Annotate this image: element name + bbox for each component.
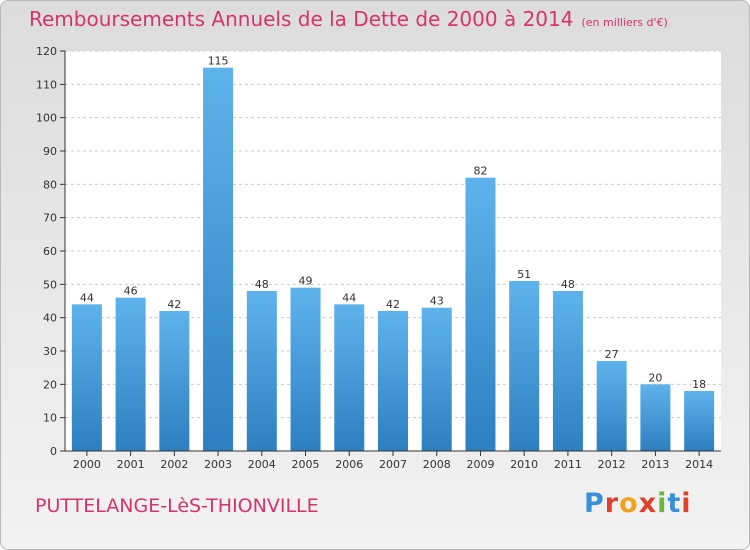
bar bbox=[640, 384, 671, 451]
logo-letter: r bbox=[604, 488, 620, 519]
bar bbox=[246, 291, 277, 451]
y-tick-label: 40 bbox=[43, 312, 57, 325]
y-tick-label: 80 bbox=[43, 178, 57, 191]
bar-value-label: 51 bbox=[517, 268, 531, 281]
x-tick-label: 2006 bbox=[335, 458, 363, 471]
logo-letter: i bbox=[657, 488, 668, 519]
bar bbox=[71, 304, 102, 451]
bar-value-label: 46 bbox=[124, 285, 138, 298]
y-tick-label: 0 bbox=[50, 445, 57, 458]
y-tick-label: 90 bbox=[43, 145, 57, 158]
y-tick-label: 50 bbox=[43, 278, 57, 291]
x-tick-label: 2010 bbox=[510, 458, 538, 471]
proxiti-logo: Proxiti bbox=[584, 488, 692, 519]
chart-title-block: Remboursements Annuels de la Dette de 20… bbox=[29, 7, 668, 31]
y-tick-label: 70 bbox=[43, 212, 57, 225]
x-tick-label: 2013 bbox=[641, 458, 669, 471]
city-name: PUTTELANGE-LèS-THIONVILLE bbox=[35, 495, 319, 517]
bar bbox=[596, 361, 627, 451]
bar-value-label: 48 bbox=[561, 278, 575, 291]
x-tick-label: 2001 bbox=[117, 458, 145, 471]
bar-value-label: 82 bbox=[473, 165, 487, 178]
bar bbox=[552, 291, 583, 451]
bar bbox=[334, 304, 365, 451]
bar-value-label: 27 bbox=[605, 348, 619, 361]
logo-letter: o bbox=[619, 488, 639, 519]
bar bbox=[290, 287, 321, 451]
logo-letter: x bbox=[638, 488, 658, 519]
chart-subtitle: (en milliers d'€) bbox=[581, 16, 668, 29]
bar bbox=[509, 281, 540, 451]
y-tick-label: 30 bbox=[43, 345, 57, 358]
bar bbox=[465, 177, 496, 451]
x-tick-label: 2014 bbox=[685, 458, 713, 471]
x-tick-label: 2008 bbox=[423, 458, 451, 471]
y-tick-label: 20 bbox=[43, 378, 57, 391]
x-tick-label: 2011 bbox=[554, 458, 582, 471]
bar bbox=[684, 391, 715, 451]
x-tick-label: 2004 bbox=[248, 458, 276, 471]
logo-letter: i bbox=[681, 488, 692, 519]
x-tick-label: 2009 bbox=[466, 458, 494, 471]
bar bbox=[115, 297, 146, 451]
bar bbox=[203, 67, 234, 452]
bar-value-label: 49 bbox=[299, 275, 313, 288]
bar bbox=[378, 311, 408, 451]
bar-value-label: 44 bbox=[80, 291, 94, 304]
y-tick-label: 110 bbox=[36, 78, 57, 91]
y-tick-label: 100 bbox=[36, 112, 57, 125]
y-tick-label: 60 bbox=[43, 245, 57, 258]
bar-value-label: 115 bbox=[208, 55, 229, 68]
bar-value-label: 42 bbox=[386, 298, 400, 311]
bar-value-label: 20 bbox=[648, 371, 662, 384]
x-tick-label: 2002 bbox=[160, 458, 188, 471]
logo-letter: t bbox=[667, 488, 682, 519]
chart-title: Remboursements Annuels de la Dette de 20… bbox=[29, 7, 574, 31]
bar-value-label: 44 bbox=[342, 291, 356, 304]
x-tick-label: 2000 bbox=[73, 458, 101, 471]
bar bbox=[159, 311, 190, 451]
bar-value-label: 43 bbox=[430, 295, 444, 308]
bar-value-label: 18 bbox=[692, 378, 706, 391]
x-tick-label: 2005 bbox=[292, 458, 320, 471]
bar-value-label: 42 bbox=[167, 298, 181, 311]
x-tick-label: 2012 bbox=[598, 458, 626, 471]
logo-letter: P bbox=[584, 488, 605, 519]
x-tick-label: 2007 bbox=[379, 458, 407, 471]
bar bbox=[421, 307, 452, 451]
y-tick-label: 120 bbox=[36, 45, 57, 58]
y-tick-label: 10 bbox=[43, 412, 57, 425]
bar-value-label: 48 bbox=[255, 278, 269, 291]
x-tick-label: 2003 bbox=[204, 458, 232, 471]
